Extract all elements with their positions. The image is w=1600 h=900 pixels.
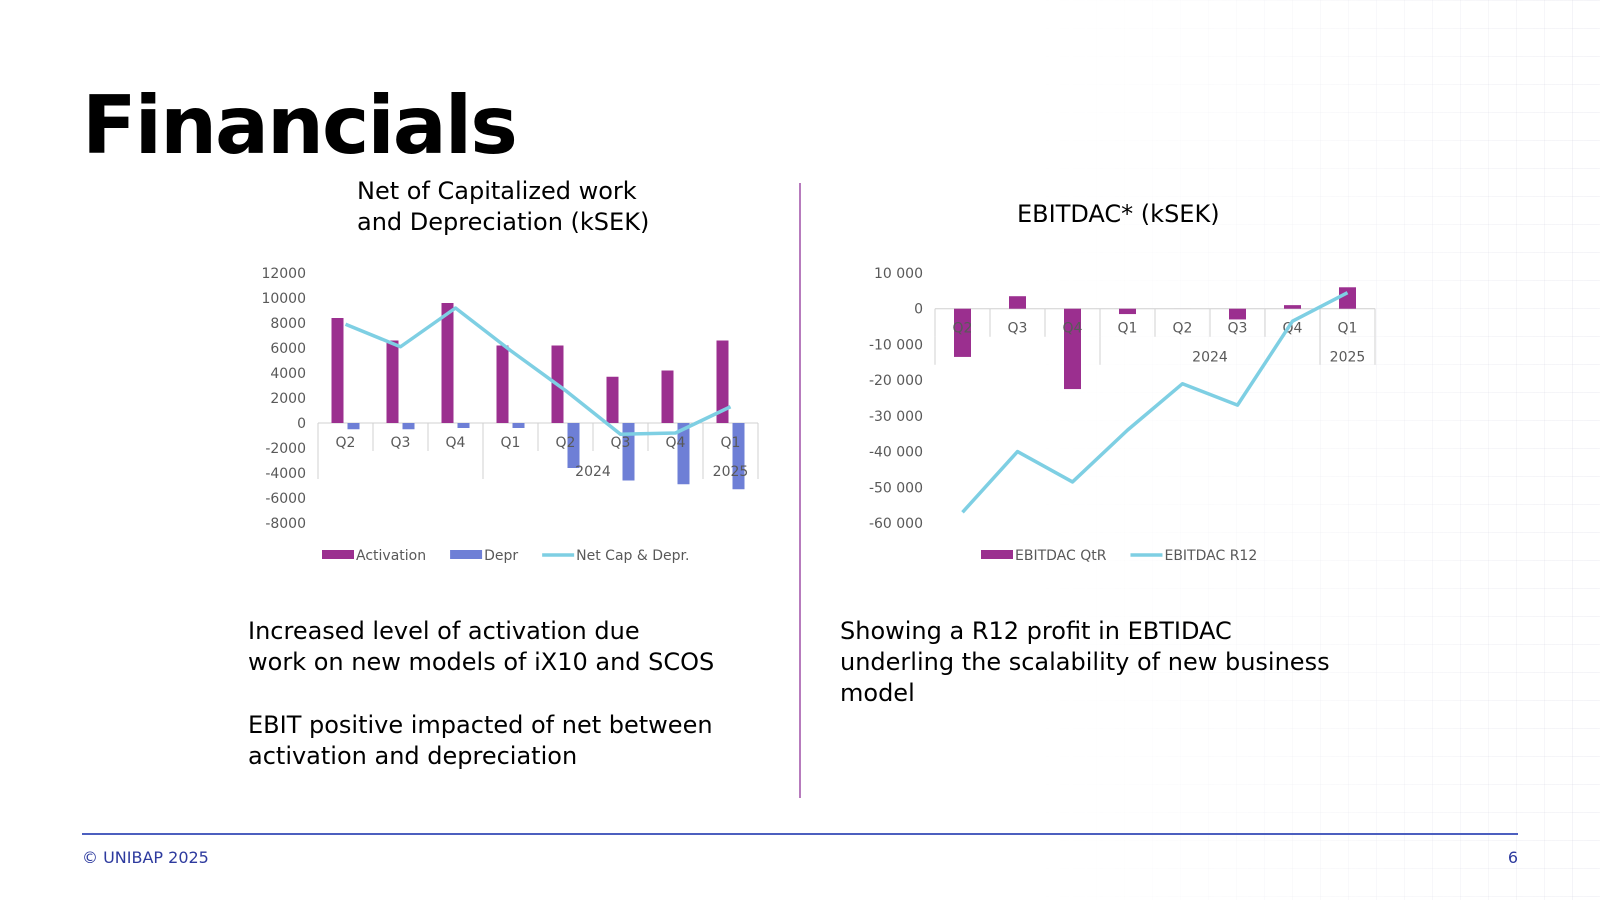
bar-depr: [622, 423, 635, 481]
x-tick-label: Q4: [1283, 321, 1303, 337]
bar-ebitdac-qtr: [1064, 308, 1081, 390]
bar-ebitdac-qtr: [1119, 308, 1136, 315]
legend-swatch: [981, 550, 1013, 559]
x-tick-label: Q2: [953, 321, 973, 337]
y-tick-label: -8000: [265, 516, 306, 532]
line-ebitdac-r12: [961, 291, 1349, 514]
year-group-label: 2025: [713, 464, 749, 480]
y-tick-label: -40 000: [869, 445, 923, 461]
bar-activation: [386, 340, 399, 423]
x-tick-label: Q1: [1118, 321, 1138, 337]
net-capitalized-chart: 12000 10000 8000 6000 4000 2000 0 -2000 -4000 -60…: [261, 266, 759, 564]
x-tick-label: Q3: [1228, 321, 1248, 337]
legend-swatch: [322, 550, 354, 559]
legend-label: Depr: [484, 548, 518, 564]
x-tick-label: Q2: [556, 435, 576, 451]
activation-note-line-1: Increased level of activation due: [248, 617, 640, 645]
y-tick-label: 10 000: [874, 266, 923, 282]
y-tick-label: 0: [297, 416, 306, 432]
bar-depr: [402, 423, 415, 430]
ebitdac-chart: 10 000 0 -10 000 -20 000 -30 000 -40 000 -50 0…: [869, 266, 1376, 564]
y-tick-label: -4000: [265, 466, 306, 482]
y-tick-label: 12000: [261, 266, 306, 282]
x-tick-label: Q3: [1008, 321, 1028, 337]
x-tick-label: Q1: [501, 435, 521, 451]
left-chart-title-line-1: Net of Capitalized work: [357, 177, 637, 205]
left-chart-title-line-2: and Depreciation (kSEK): [357, 208, 650, 236]
ebit-note: EBIT positive impacted of net between ac…: [248, 710, 713, 772]
y-tick-label: 4000: [270, 366, 306, 382]
year-group-label: 2024: [1192, 350, 1228, 366]
bar-activation: [441, 303, 454, 423]
bar-depr: [732, 423, 745, 490]
background-grid: [1040, 0, 1600, 900]
y-tick-label: 6000: [270, 341, 306, 357]
bar-ebitdac-qtr: [954, 308, 971, 357]
x-tick-label: Q2: [1173, 321, 1193, 337]
bar-activation: [331, 318, 344, 423]
activation-note-line-2: work on new models of iX10 and SCOS: [248, 648, 715, 676]
x-tick-label: Q3: [391, 435, 411, 451]
y-tick-label: 2000: [270, 391, 306, 407]
x-tick-label: Q3: [611, 435, 631, 451]
bar-ebitdac-qtr: [1284, 305, 1301, 309]
y-tick-label: 0: [914, 302, 923, 318]
page-number: 6: [1507, 848, 1518, 867]
x-tick-label: Q2: [336, 435, 356, 451]
x-tick-label: Q1: [1338, 321, 1358, 337]
footer-copyright: © UNIBAP 2025: [82, 848, 209, 867]
legend-label: Activation: [356, 548, 426, 564]
y-tick-label: -60 000: [869, 516, 923, 532]
panel-divider: [799, 183, 801, 798]
r12-profit-note-line-3: model: [840, 679, 915, 707]
line-net-cap-depr-: [344, 306, 732, 436]
legend-swatch: [450, 550, 483, 559]
bar-depr: [567, 423, 580, 468]
bar-activation: [496, 345, 509, 423]
y-tick-label: -10 000: [869, 337, 923, 353]
bar-depr: [457, 423, 470, 428]
x-tick-label: Q4: [446, 435, 466, 451]
y-tick-label: -30 000: [869, 409, 923, 425]
page-title: Financials: [82, 79, 518, 172]
legend-label: EBITDAC QtR: [1015, 548, 1107, 564]
bar-depr: [512, 423, 525, 428]
year-group-label: 2024: [575, 464, 611, 480]
bar-activation: [716, 340, 729, 423]
bar-activation: [661, 370, 674, 423]
bar-ebitdac-qtr: [1229, 308, 1246, 320]
y-tick-label: -20 000: [869, 373, 923, 389]
bar-depr: [677, 423, 690, 485]
r12-profit-note-line-1: Showing a R12 profit in EBTIDAC: [840, 617, 1232, 645]
bar-activation: [606, 376, 619, 423]
right-chart-title-line-1: EBITDAC* (kSEK): [1017, 200, 1220, 228]
ebit-note-line-2: activation and depreciation: [248, 742, 578, 770]
y-tick-label: -6000: [265, 491, 306, 507]
bar-depr: [347, 423, 360, 430]
ebit-note-line-1: EBIT positive impacted of net between: [248, 711, 713, 739]
r12-profit-note-line-2: underling the scalability of new busines…: [840, 648, 1330, 676]
activation-note: Increased level of activation due work o…: [248, 616, 714, 678]
x-tick-label: Q4: [1063, 321, 1083, 337]
y-tick-label: 8000: [270, 316, 306, 332]
footer-divider: [82, 833, 1518, 835]
y-tick-label: -2000: [265, 441, 306, 457]
year-group-label: 2025: [1330, 350, 1366, 366]
left-chart-title: Net of Capitalized work and Depreciation…: [357, 176, 649, 238]
y-tick-label: 10000: [261, 291, 306, 307]
legend-label: Net Cap & Depr.: [576, 548, 689, 564]
r12-profit-note: Showing a R12 profit in EBTIDAC underlin…: [840, 616, 1400, 709]
right-chart-title: EBITDAC* (kSEK): [1017, 199, 1220, 230]
bar-ebitdac-qtr: [1339, 287, 1356, 309]
x-tick-label: Q1: [721, 435, 741, 451]
x-tick-label: Q4: [666, 435, 686, 451]
bar-ebitdac-qtr: [1009, 296, 1026, 309]
y-tick-label: -50 000: [869, 480, 923, 496]
legend-label: EBITDAC R12: [1164, 548, 1257, 564]
